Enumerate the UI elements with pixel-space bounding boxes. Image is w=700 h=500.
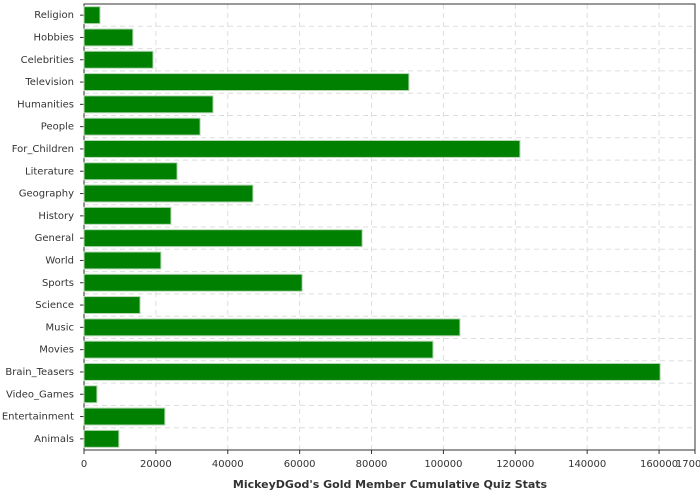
bar xyxy=(83,6,101,25)
bar xyxy=(83,318,461,337)
bar xyxy=(83,117,201,136)
y-tick-label: Brain_Teasers xyxy=(5,367,74,378)
y-tick-label: Movies xyxy=(39,345,74,356)
bar xyxy=(83,251,162,270)
y-tick-label: Music xyxy=(46,322,74,333)
y-tick-label: Humanities xyxy=(17,99,74,110)
x-tick-label: 160000 xyxy=(640,459,678,470)
y-tick-label: General xyxy=(35,233,74,244)
y-tick-label: Video_Games xyxy=(6,389,74,400)
bar xyxy=(83,95,214,114)
y-tick-label: Entertainment xyxy=(2,412,74,423)
y-tick-label: Hobbies xyxy=(34,32,74,43)
y-tick-label: Science xyxy=(35,300,74,311)
bar xyxy=(83,340,434,359)
bar xyxy=(83,206,172,225)
y-tick-label: Geography xyxy=(19,189,74,200)
x-tick-label: 80000 xyxy=(356,459,388,470)
y-tick-label: Celebrities xyxy=(21,55,74,66)
y-tick-label: Sports xyxy=(42,278,74,289)
y-tick-label: Animals xyxy=(34,434,74,445)
bar xyxy=(83,73,410,92)
bar xyxy=(83,296,141,315)
bar xyxy=(83,273,303,292)
bar xyxy=(83,362,661,381)
y-tick-label: For_Children xyxy=(12,144,74,155)
bar xyxy=(83,407,166,426)
bar xyxy=(83,385,98,404)
y-tick-label: History xyxy=(38,211,74,222)
x-tick-label: 60000 xyxy=(284,459,316,470)
y-tick-label: Religion xyxy=(34,10,74,21)
x-tick-label: 100000 xyxy=(424,459,462,470)
bar xyxy=(83,229,363,248)
plot-frame xyxy=(83,3,696,451)
x-tick-label: 40000 xyxy=(212,459,244,470)
x-tick-label: 140000 xyxy=(568,459,606,470)
bar xyxy=(83,184,254,203)
bar xyxy=(83,50,154,69)
y-tick-label: Television xyxy=(24,77,74,88)
y-tick-label: People xyxy=(41,122,74,133)
x-axis-title: MickeyDGod's Gold Member Cumulative Quiz… xyxy=(233,478,548,491)
bar xyxy=(83,162,178,181)
y-tick-label: Literature xyxy=(25,166,74,177)
x-tick-label: 20000 xyxy=(140,459,172,470)
bar xyxy=(83,28,134,47)
x-tick-label: 0 xyxy=(81,459,87,470)
bar xyxy=(83,139,521,158)
x-tick-label: 120000 xyxy=(496,459,534,470)
bar xyxy=(83,429,120,448)
x-tick-label: 170000 xyxy=(676,459,700,470)
y-tick-label: World xyxy=(45,255,74,266)
